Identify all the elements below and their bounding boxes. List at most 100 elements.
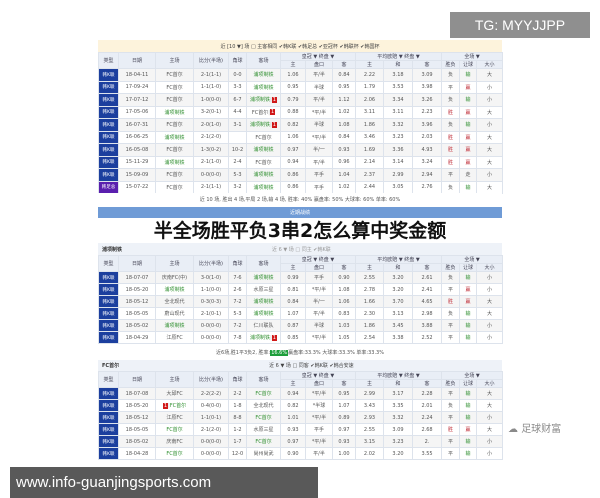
table-row[interactable]: 韩K联 18-05-12 全北现代 0-3(0-3) 7-2 浦项制铁 0.84 半/一 1.0… xyxy=(98,295,504,308)
home-team-text: 江原FC xyxy=(166,335,183,341)
euro-odds-dropdown[interactable]: 平均欧赔 ▼ 终盘 ▼ xyxy=(354,52,443,61)
table-row[interactable]: 韩K联 18-05-20 1|FC首尔 0-4(0-0) 1-8 全北现代 0.82 *半球 1… xyxy=(98,399,504,412)
away-team-cell[interactable]: 浦项制铁|1 xyxy=(246,331,281,344)
home-team-cell[interactable]: FC首尔 xyxy=(155,447,194,460)
date-cell: 18-04-29 xyxy=(118,331,156,344)
away-team-cell[interactable]: 浦项制铁 xyxy=(246,68,281,82)
table-row[interactable]: 韩K联 15-09-09 FC首尔 0-0(0-0) 5-3 浦项制铁 0.86 平手 1.04… xyxy=(98,168,504,182)
away-team-cell[interactable]: 浦项制铁 xyxy=(246,80,281,94)
away-team-cell[interactable]: 浦项制铁 xyxy=(246,271,281,284)
recent2-filter[interactable]: 近 6 ▼ 场 □ 同客 ✔韩K联 ✔韩合安速 xyxy=(269,363,354,369)
header-crown-away: 客 xyxy=(332,263,356,272)
euro-odds-dropdown[interactable]: 平均欧赔 ▼ 终盘 ▼ xyxy=(354,255,443,264)
home-team-cell[interactable]: FC首尔 xyxy=(155,180,194,194)
table-row[interactable]: 韩K联 16-06-25 浦项制铁 2-1(2-0) FC首尔 1.06 *平/半 0.84 3… xyxy=(98,130,504,144)
crown-away-cell: 0.97 xyxy=(332,423,356,436)
summary-rates: 赢盘率:33.3% 大球率:33.3% 单率:33.3% xyxy=(288,350,384,356)
home-team-cell[interactable]: FC首尔 xyxy=(155,80,194,94)
crown-line-cell: *平/半 xyxy=(305,105,333,119)
away-team-cell[interactable]: 浦项制铁|1 xyxy=(246,118,281,132)
home-team-cell[interactable]: FC首尔 xyxy=(155,423,194,436)
table-row[interactable]: 韩K联 18-05-05 FC首尔 2-1(2-0) 1-2 水原三星 0.93 平手 0.97… xyxy=(98,423,504,436)
h2h-filter-bar[interactable]: 近 [10 ▼] 场 □ 主客相同 ✔韩K联 ✔韩足总 ✔亚冠杯 ✔韩联杯 ✔韩… xyxy=(98,40,502,52)
table-row[interactable]: 韩K联 18-07-08 大邱FC 2-2(2-2) 2-2 FC首尔 0.94 *平/半 0.… xyxy=(98,387,504,400)
crown-line-text: *平/半 xyxy=(311,391,327,397)
full-time-dropdown[interactable]: 全场 ▼ xyxy=(441,52,504,61)
result-cell: 平 xyxy=(441,447,461,460)
table-row[interactable]: 韩K联 18-04-29 江原FC 0-0(0-0) 7-8 浦项制铁|1 0.85 *平/半… xyxy=(98,331,504,344)
table-row[interactable]: 韩K联 18-04-28 FC首尔 0-0(0-0) 12-0 尚州尚武 0.90 平/半 1.… xyxy=(98,447,504,460)
euro-odds-dropdown[interactable]: 平均欧赔 ▼ 终盘 ▼ xyxy=(354,371,443,380)
result-cell: 负 xyxy=(441,399,461,412)
home-team-cell[interactable]: 江原FC xyxy=(155,331,194,344)
home-team-cell[interactable]: 庆南FC(中) xyxy=(155,271,194,284)
table-row[interactable]: 韩K联 18-04-11 FC首尔 2-1(1-1) 0-0 浦项制铁 1.06 平/半 0.8… xyxy=(98,68,504,82)
home-team-cell[interactable]: FC首尔 xyxy=(155,143,194,157)
euro-home-cell: 2.78 xyxy=(355,283,384,296)
home-team-cell[interactable]: 江原FC xyxy=(155,411,194,424)
table-row[interactable]: 韩K联 15-11-29 浦项制铁 2-1(1-0) 2-4 FC首尔 0.94 平/半 0.9… xyxy=(98,155,504,169)
away-team-cell[interactable]: 浦项制铁 xyxy=(246,143,281,157)
away-team-cell[interactable]: 尚州尚武 xyxy=(246,447,281,460)
away-team-cell[interactable]: FC首尔 xyxy=(246,130,281,144)
home-team-cell[interactable]: 全北现代 xyxy=(155,295,194,308)
crown-away-cell: 1.00 xyxy=(332,447,356,460)
away-team-cell[interactable]: FC首尔 xyxy=(246,411,281,424)
home-team-cell[interactable]: 大邱FC xyxy=(155,387,194,400)
home-team-text: FC首尔 xyxy=(166,427,183,433)
euro-away-text: 3.96 xyxy=(421,121,433,128)
home-team-cell[interactable]: 浦项制铁 xyxy=(155,155,194,169)
handicap-text: 输 xyxy=(465,415,471,421)
away-team-cell[interactable]: 全北现代 xyxy=(246,399,281,412)
table-row[interactable]: 韩K联 18-05-20 浦项制铁 1-1(0-0) 2-6 水原三星 0.81 *平/半 1.… xyxy=(98,283,504,296)
home-team-cell[interactable]: 浦项制铁 xyxy=(155,319,194,332)
home-team-cell[interactable]: FC首尔 xyxy=(155,118,194,132)
table-row[interactable]: 韩K联 16-07-31 FC首尔 2-0(1-0) 3-1 浦项制铁|1 0.82 半球 1.… xyxy=(98,118,504,132)
crown-odds-dropdown[interactable]: 皇冠 ▼ 终盘 ▼ xyxy=(280,255,356,264)
home-team-cell[interactable]: 1|FC首尔 xyxy=(155,399,194,412)
table-row[interactable]: 韩K联 16-05-08 FC首尔 1-3(0-2) 10-2 浦项制铁 0.97 半/一 0.… xyxy=(98,143,504,157)
home-team-cell[interactable]: FC首尔 xyxy=(155,68,194,82)
home-team-cell[interactable]: 浦项制铁 xyxy=(155,130,194,144)
table-row[interactable]: 韩K联 18-05-12 江原FC 1-1(0-1) 8-8 FC首尔 1.01 *平/半 0.… xyxy=(98,411,504,424)
home-team-cell[interactable]: 浦项制铁 xyxy=(155,283,194,296)
full-time-dropdown[interactable]: 全场 ▼ xyxy=(441,255,504,264)
away-team-cell[interactable]: 水原三星 xyxy=(246,283,281,296)
type-text: 韩K联 xyxy=(102,275,115,281)
table-row[interactable]: 韩K联 18-05-02 庆南FC 0-0(0-0) 1-7 FC首尔 0.97 *平/半 0.… xyxy=(98,435,504,448)
crown-odds-dropdown[interactable]: 皇冠 ▼ 终盘 ▼ xyxy=(280,371,356,380)
site-url-banner[interactable]: www.info-guanjingsports.com xyxy=(10,467,318,498)
table-row[interactable]: 韩K联 17-09-24 FC首尔 1-1(1-0) 3-3 浦项制铁 0.95 半球 0.95… xyxy=(98,80,504,94)
recent-filter[interactable]: 近 6 ▼ 场 □ 同主 ✔韩K联 xyxy=(272,246,331,253)
handicap-text: 输 xyxy=(465,97,471,104)
away-team-cell[interactable]: 浦项制铁 xyxy=(246,180,281,194)
table-row[interactable]: 韩K联 18-05-02 浦项制铁 0-0(0-0) 7-2 仁川联队 0.87 半球 1.03… xyxy=(98,319,504,332)
table-row[interactable]: 韩K联 18-05-05 蔚山现代 2-1(0-1) 5-3 浦项制铁 1.07 平/半 0.8… xyxy=(98,307,504,320)
away-team-cell[interactable]: 水原三星 xyxy=(246,423,281,436)
home-team-cell[interactable]: 蔚山现代 xyxy=(155,307,194,320)
table-row[interactable]: 韩K联 17-07-12 FC首尔 1-0(0-0) 6-7 浦项制铁|1 0.79 平/半 1… xyxy=(98,93,504,107)
away-team-cell[interactable]: FC首尔 xyxy=(246,387,281,400)
handicap-cell: 输 xyxy=(459,331,478,344)
corners-text: 7-8 xyxy=(233,334,242,341)
header-over-under: 大小 xyxy=(476,60,504,69)
home-team-cell[interactable]: 浦项制铁 xyxy=(155,105,194,119)
home-team-cell[interactable]: FC首尔 xyxy=(155,93,194,107)
crown-odds-dropdown[interactable]: 皇冠 ▼ 终盘 ▼ xyxy=(280,52,356,61)
away-team-cell[interactable]: 浦项制铁 xyxy=(246,307,281,320)
away-team-cell[interactable]: 浦项制铁|1 xyxy=(246,93,281,107)
away-team-cell[interactable]: FC首尔|1 xyxy=(246,105,281,119)
away-team-cell[interactable]: 仁川联队 xyxy=(246,319,281,332)
away-team-cell[interactable]: FC首尔 xyxy=(246,155,281,169)
table-row[interactable]: 韩K联 17-05-06 浦项制铁 3-2(0-1) 4-4 FC首尔|1 0.88 *平/半… xyxy=(98,105,504,119)
full-time-dropdown[interactable]: 全场 ▼ xyxy=(441,371,504,380)
away-team-cell[interactable]: FC首尔 xyxy=(246,435,281,448)
table-row[interactable]: 韩K联 18-07-07 庆南FC(中) 3-0(1-0) 7-6 浦项制铁 0.99 平手 0… xyxy=(98,271,504,284)
home-team-cell[interactable]: FC首尔 xyxy=(155,168,194,182)
home-team-cell[interactable]: 庆南FC xyxy=(155,435,194,448)
away-team-cell[interactable]: 浦项制铁 xyxy=(246,295,281,308)
crown-away-text: 0.96 xyxy=(338,159,350,166)
table-row[interactable]: 韩足总 15-07-22 FC首尔 2-1(1-1) 3-2 浦项制铁 0.86 平手 1.02… xyxy=(98,180,504,194)
away-team-cell[interactable]: 浦项制铁 xyxy=(246,168,281,182)
crown-home-text: 1.01 xyxy=(287,414,299,421)
